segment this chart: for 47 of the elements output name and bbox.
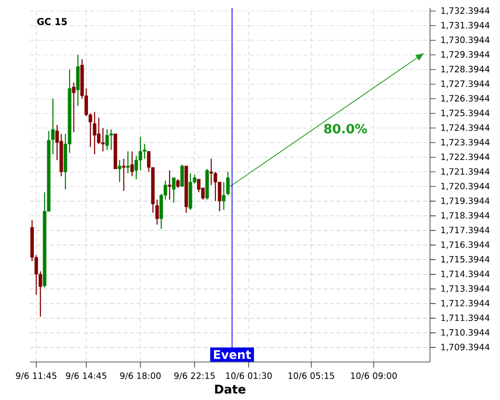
y-tick-label: 1,728.3944 (441, 66, 490, 74)
candlestick (122, 158, 126, 192)
candlestick (168, 170, 172, 200)
y-tick-label: 1,711.3944 (441, 314, 490, 322)
y-tick-label: 1,716.3944 (441, 241, 490, 249)
x-tick-label: 9/6 11:45 (16, 372, 56, 380)
x-tick-label: 10/6 01:30 (226, 372, 272, 380)
y-tick-label: 1,712.3944 (441, 300, 490, 308)
y-tick-label: 1,720.3944 (441, 182, 490, 190)
candlestick (126, 150, 130, 174)
y-tick-label: 1,727.3944 (441, 80, 490, 88)
y-tick-label: 1,732.3944 (441, 7, 490, 15)
y-tick-label: 1,714.3944 (441, 270, 490, 278)
y-tick-label: 1,725.3944 (441, 110, 490, 118)
y-tick-label: 1,730.3944 (441, 36, 490, 44)
y-tick-label: 1,723.3944 (441, 138, 490, 146)
y-tick-label: 1,709.3944 (441, 344, 490, 352)
y-tick-label: 1,724.3944 (441, 124, 490, 132)
y-tick-label: 1,726.3944 (441, 95, 490, 102)
candlestick (105, 128, 109, 150)
candlestick (51, 98, 55, 155)
x-tick-label: 10/6 09:00 (351, 372, 397, 380)
y-tick-label: 1,710.3944 (441, 329, 490, 337)
x-tick-label: 9/6 18:00 (120, 372, 161, 380)
y-tick-label: 1,718.3944 (441, 212, 490, 220)
y-tick-label: 1,721.3944 (441, 168, 490, 176)
x-axis-title: Date (215, 384, 246, 394)
candlestick (130, 150, 134, 177)
y-tick-label: 1,731.3944 (441, 22, 490, 30)
candlestick (172, 177, 176, 204)
y-tick-label: 1,719.3944 (441, 197, 490, 205)
candlestick (72, 82, 76, 133)
x-tick-label: 9/6 14:45 (66, 372, 106, 380)
candlestick (118, 160, 122, 183)
annotation: 80.0% (324, 124, 368, 134)
candlestick (92, 111, 96, 155)
y-tick-label: 1,713.3944 (441, 285, 490, 293)
annotation: Event (214, 350, 252, 360)
candlestick (76, 54, 80, 107)
y-tick-label: 1,722.3944 (441, 154, 490, 162)
y-tick-label: 1,729.3944 (441, 51, 490, 59)
x-tick-label: 9/6 22:15 (174, 372, 215, 380)
x-tick-label: 10/6 05:15 (288, 372, 334, 380)
text: GC 15 (37, 18, 67, 26)
y-tick-label: 1,717.3944 (441, 226, 490, 234)
candlestick (180, 164, 184, 187)
y-tick-label: 1,715.3944 (441, 256, 490, 264)
